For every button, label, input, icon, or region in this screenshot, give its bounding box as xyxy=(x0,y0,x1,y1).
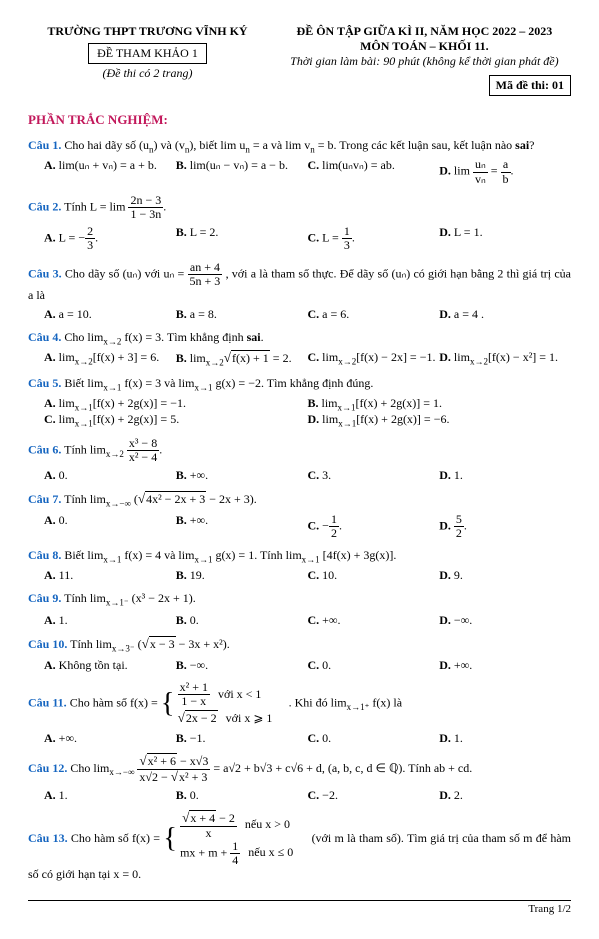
question-11: Câu 11. Cho hàm số f(x) = { x² + 11 − xv… xyxy=(28,681,571,727)
question-1: Câu 1. Cho hai dãy số (un) và (vn), biết… xyxy=(28,138,571,154)
question-9: Câu 9. Tính limx→1⁻ (x³ − 2x + 1). xyxy=(28,591,571,608)
question-5: Câu 5. Biết limx→1 f(x) = 3 và limx→1 g(… xyxy=(28,376,571,392)
options-q8: A. 11. B. 19. C. 10. D. 9. xyxy=(44,568,571,583)
reference-box: ĐỀ THAM KHẢO 1 xyxy=(88,43,207,64)
question-number: Câu 1. xyxy=(28,138,61,152)
question-4: Câu 4. Cho limx→2 f(x) = 3. Tìm khẳng đị… xyxy=(28,330,571,346)
school-name: TRƯỜNG THPT TRƯƠNG VĨNH KÝ xyxy=(28,24,267,39)
question-6: Câu 6. Tính limx→2 x³ − 8x² − 4. xyxy=(28,437,571,464)
options-q2: A. L = −23. B. L = 2. C. L = 13. D. L = … xyxy=(44,225,571,252)
question-2: Câu 2. Tính L = lim 2n − 31 − 3n. xyxy=(28,194,571,221)
options-q5: A. limx→1[f(x) + 2g(x)] = −1. B. limx→1[… xyxy=(44,396,571,429)
exam-code: Mã đề thi: 01 xyxy=(489,75,571,96)
options-q6: A. 0. B. +∞. C. 3. D. 1. xyxy=(44,468,571,483)
options-q10: A. Không tồn tại. B. −∞. C. 0. D. +∞. xyxy=(44,658,571,673)
pages-note: (Đề thi có 2 trang) xyxy=(28,66,267,81)
options-q3: A. a = 10. B. a = 8. C. a = 6. D. a = 4 … xyxy=(44,307,571,322)
options-q12: A. 1. B. 0. C. −2. D. 2. xyxy=(44,788,571,803)
options-q9: A. 1. B. 0. C. +∞. D. −∞. xyxy=(44,613,571,628)
options-q1: A. lim(uₙ + vₙ) = a + b. B. lim(uₙ − vₙ)… xyxy=(44,158,571,185)
time-note: Thời gian làm bài: 90 phút (không kể thờ… xyxy=(278,54,571,69)
options-q7: A. 0. B. +∞. C. −12. D. 52. xyxy=(44,513,571,540)
question-12: Câu 12. Cho limx→−∞ √x² + 6 − x√3 x√2 − … xyxy=(28,754,571,784)
question-8: Câu 8. Biết limx→1 f(x) = 4 và limx→1 g(… xyxy=(28,548,571,564)
question-10: Câu 10. Tính limx→3⁻ (√x − 3 − 3x + x²). xyxy=(28,636,571,654)
question-7: Câu 7. Tính limx→−∞ (√4x² − 2x + 3 − 2x … xyxy=(28,491,571,508)
page-footer: Trang 1/2 xyxy=(28,900,571,915)
subject-line: MÔN TOÁN – KHỐI 11. xyxy=(278,39,571,54)
options-q4: A. limx→2[f(x) + 3] = 6. B. limx→2√f(x) … xyxy=(44,350,571,367)
exam-title: ĐỀ ÔN TẬP GIỮA KÌ II, NĂM HỌC 2022 – 202… xyxy=(278,24,571,39)
question-3: Câu 3. Cho dãy số (uₙ) với uₙ = an + 45n… xyxy=(28,261,571,303)
section-heading: PHẦN TRẮC NGHIỆM: xyxy=(28,112,571,128)
options-q11: A. +∞. B. −1. C. 0. D. 1. xyxy=(44,731,571,746)
header: TRƯỜNG THPT TRƯƠNG VĨNH KÝ ĐỀ THAM KHẢO … xyxy=(28,24,571,96)
question-13: Câu 13. Cho hàm số f(x) = { √x + 4 − 2xn… xyxy=(28,811,571,882)
